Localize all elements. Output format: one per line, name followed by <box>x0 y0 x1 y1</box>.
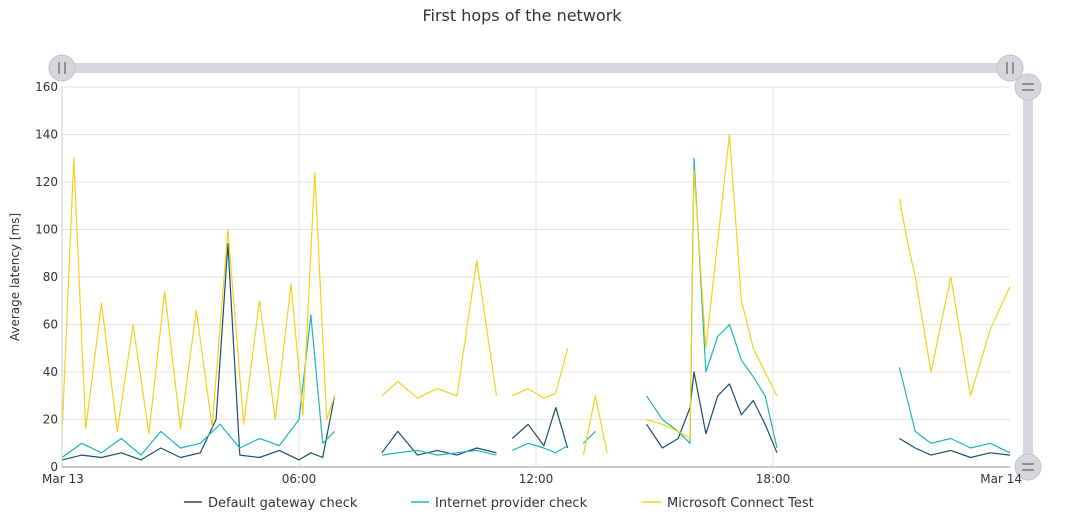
left-range-handle[interactable] <box>48 54 76 82</box>
x-tick-label: 06:00 <box>282 472 317 486</box>
series-line-segment <box>646 157 778 449</box>
legend[interactable]: Default gateway check Internet provider c… <box>184 496 814 511</box>
x-tick-label: 12:00 <box>519 472 554 486</box>
horizontal-range-slider[interactable] <box>48 54 1024 82</box>
legend-item[interactable]: Internet provider check <box>411 496 588 511</box>
y-tick-label: 40 <box>43 365 58 379</box>
right-range-handle[interactable] <box>996 54 1024 82</box>
series-line-segment <box>381 259 498 399</box>
series-line-segment <box>512 442 568 454</box>
series-line-segment <box>511 407 569 449</box>
y-tick-label: 120 <box>35 175 58 189</box>
y-tick-label: 20 <box>43 413 58 427</box>
legend-label: Microsoft Connect Test <box>667 496 814 511</box>
y-tick-label: 0 <box>50 460 58 474</box>
series-line-segment <box>381 449 497 456</box>
x-tick-label: Mar 13 <box>42 472 84 486</box>
x-tick-label: 18:00 <box>756 472 791 486</box>
vertical-range-slider[interactable] <box>1014 73 1042 481</box>
y-tick-label: 160 <box>35 80 58 94</box>
y-tick-label: 60 <box>43 318 58 332</box>
legend-label: Internet provider check <box>435 496 588 511</box>
plot-area <box>61 133 1011 461</box>
x-axis: Mar 13 06:00 12:00 18:00 Mar 14 <box>42 466 1022 486</box>
y-axis: 0 20 40 60 80 100 120 140 160 <box>35 80 63 474</box>
series-line-segment <box>646 371 778 454</box>
bottom-range-handle[interactable] <box>1014 453 1042 481</box>
legend-label: Default gateway check <box>208 496 358 511</box>
y-axis-label: Average latency [ms] <box>8 213 22 341</box>
vertical-slider-track[interactable] <box>1023 87 1033 467</box>
series-default-gateway-check <box>61 243 1011 461</box>
series-line-segment <box>582 395 608 456</box>
horizontal-slider-track[interactable] <box>62 63 1010 73</box>
top-range-handle[interactable] <box>1014 73 1042 101</box>
series-microsoft-connect-test <box>61 133 1011 456</box>
grid <box>62 86 1010 467</box>
chart-title: First hops of the network <box>422 6 622 25</box>
series-line-segment <box>61 243 336 461</box>
series-line-segment <box>512 348 569 399</box>
x-tick-label: Mar 14 <box>980 472 1022 486</box>
legend-item[interactable]: Microsoft Connect Test <box>643 496 814 511</box>
series-line-segment <box>898 367 1011 454</box>
series-line-segment <box>61 157 336 435</box>
legend-item[interactable]: Default gateway check <box>184 496 358 511</box>
series-line-segment <box>582 430 596 444</box>
series-line-segment <box>381 430 497 456</box>
y-tick-label: 140 <box>35 128 58 142</box>
y-tick-label: 80 <box>43 270 58 284</box>
series-line-segment <box>898 198 1011 397</box>
series-line-segment <box>646 133 778 440</box>
series-line-segment <box>61 314 336 458</box>
y-tick-label: 100 <box>35 223 58 237</box>
series-line-segment <box>899 437 1011 459</box>
